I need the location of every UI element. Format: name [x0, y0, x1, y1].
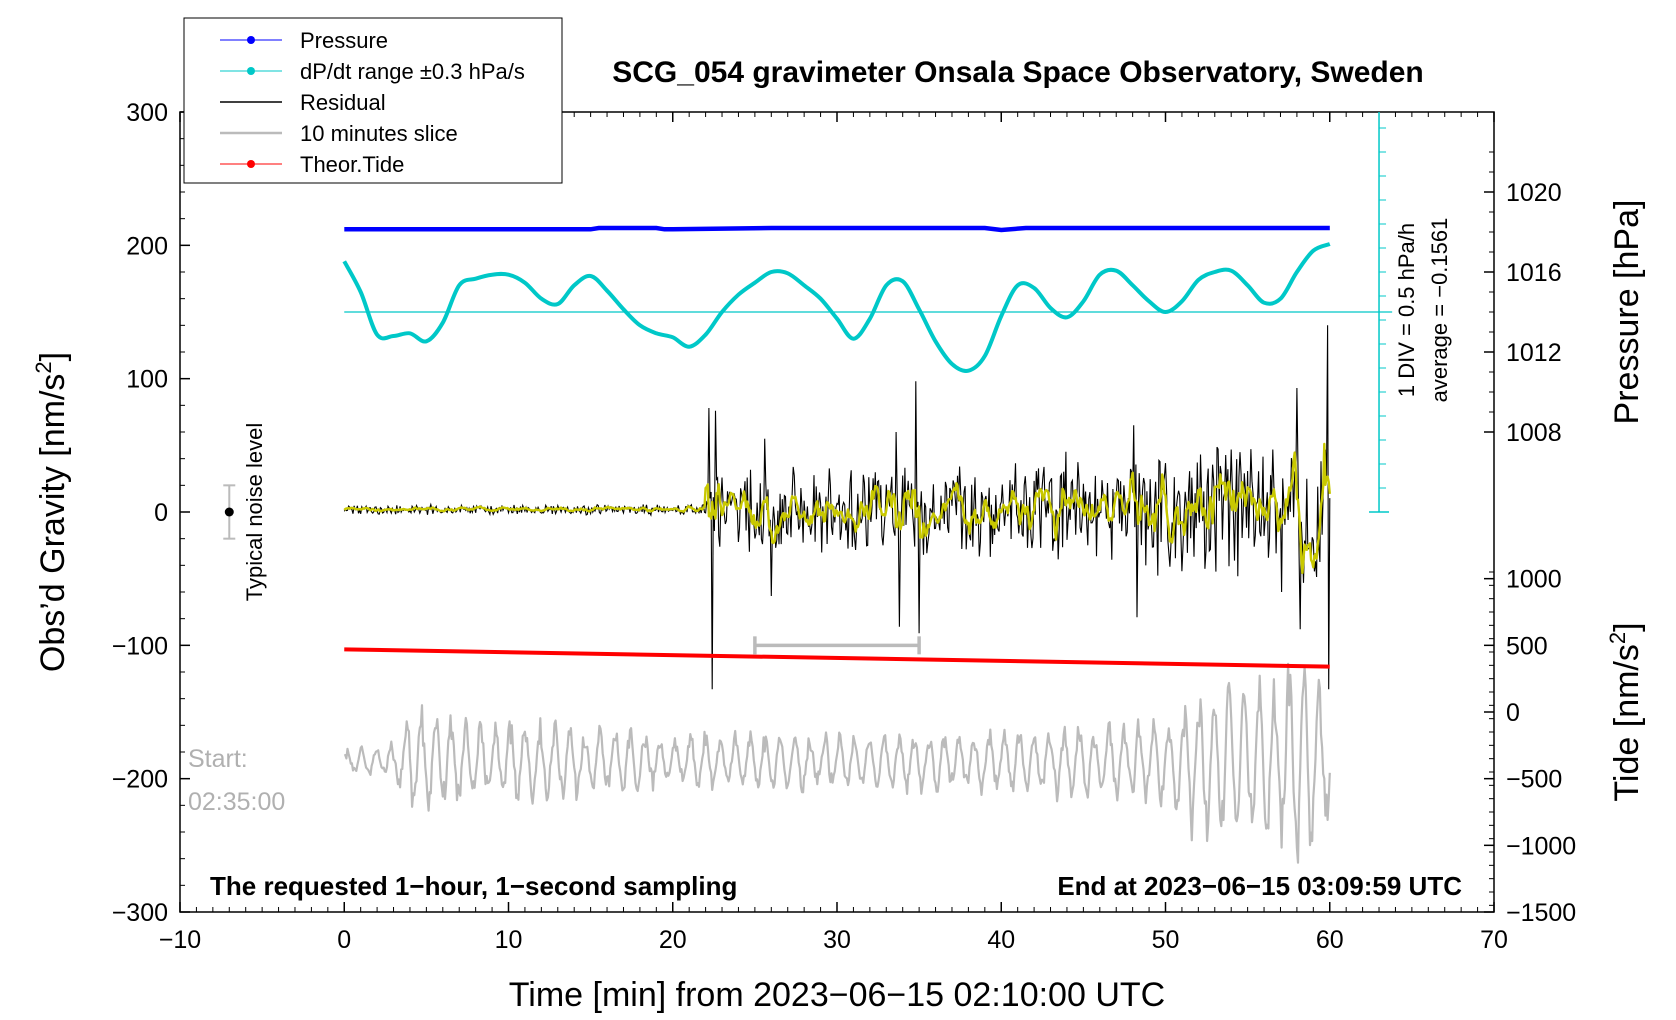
y-tick-label: −100 [112, 632, 168, 660]
residual-series [343, 325, 1331, 690]
ten-minute-slice-series [343, 662, 1331, 864]
y-axis-title-pressure: Pressure [hPa] [1608, 200, 1646, 425]
pressure-tick-label: 1016 [1506, 259, 1562, 287]
y-axis-title-tide-end: ] [1608, 622, 1646, 631]
theor-tide-series [344, 647, 1330, 669]
ten-minute-slice-layer [343, 662, 1331, 864]
y-tick-label: 0 [154, 499, 168, 527]
annotations-layer [223, 484, 921, 655]
dpdt-series [342, 242, 1331, 373]
note-end-time: End at 2023−06−15 03:09:59 UTC [1057, 871, 1462, 901]
x-tick-label: 50 [1152, 926, 1180, 954]
pressure-series [344, 225, 1330, 233]
y-axis-title-left-main: Obs’d Gravity [nm/s [34, 374, 72, 673]
x-tick-label: 30 [823, 926, 851, 954]
tide-tick-label: −1000 [1506, 832, 1576, 860]
x-tick-label: 70 [1480, 926, 1508, 954]
dpdt-average-label: average = −0.1561 [1427, 218, 1452, 403]
legend-item-pressure: Pressure [220, 28, 388, 53]
legend-item-slice: 10 minutes slice [220, 121, 458, 146]
dpdt-layer [342, 112, 1393, 513]
start-label: Start: [188, 745, 248, 773]
x-tick-label: 60 [1316, 926, 1344, 954]
pressure-tick-label: 1012 [1506, 339, 1562, 367]
start-time: 02:35:00 [188, 788, 285, 816]
x-tick-label: 40 [987, 926, 1015, 954]
y-tick-label: −200 [112, 766, 168, 794]
x-tick-label: 20 [659, 926, 687, 954]
y-axis-title-left-end: ] [34, 352, 72, 361]
x-tick-label: 10 [495, 926, 523, 954]
legend-item-dpdt: dP/dt range ±0.3 hPa/s [220, 59, 525, 84]
legend-label-dpdt: dP/dt range ±0.3 hPa/s [300, 59, 525, 84]
legend-label-slice: 10 minutes slice [300, 121, 458, 146]
legend: Pressure dP/dt range ±0.3 hPa/s Residual… [183, 17, 563, 184]
pressure-tick-label: 1008 [1506, 419, 1562, 447]
x-axis-title: Time [min] from 2023−06−15 02:10:00 UTC [509, 976, 1165, 1014]
y-tick-label: 300 [126, 99, 168, 127]
legend-item-residual: Residual [220, 90, 386, 115]
dpdt-scale-label: 1 DIV = 0.5 hPa/h [1394, 223, 1419, 397]
y-axis-title-tide: Tide [nm/s2] [1605, 622, 1646, 801]
noise-level-label: Typical noise level [242, 423, 267, 602]
tide-tick-label: 500 [1506, 632, 1548, 660]
y-axis-title-left: Obs’d Gravity [nm/s2] [31, 352, 72, 672]
legend-item-tide: Theor.Tide [220, 152, 404, 177]
y-tick-label: 200 [126, 232, 168, 260]
theor-tide-layer [344, 647, 1330, 669]
legend-marker-dpdt [247, 67, 255, 75]
y-tick-label: −300 [112, 899, 168, 927]
residual-layer [343, 325, 1331, 690]
pressure-tick-label: 1020 [1506, 179, 1562, 207]
legend-label-pressure: Pressure [300, 28, 388, 53]
x-tick-label: −10 [159, 926, 201, 954]
y-axis-title-tide-sup: 2 [1605, 632, 1630, 644]
legend-marker-pressure [247, 36, 255, 44]
tide-tick-label: −1500 [1506, 899, 1576, 927]
pressure-layer [344, 225, 1330, 233]
legend-label-residual: Residual [300, 90, 386, 115]
tide-tick-label: 1000 [1506, 566, 1562, 594]
legend-box [183, 17, 563, 184]
chart-title: SCG_054 gravimeter Onsala Space Observat… [612, 56, 1424, 89]
note-requested-sampling: The requested 1−hour, 1−second sampling [210, 871, 737, 901]
noise-level-point [224, 507, 234, 517]
y-axis-title-left-sup: 2 [31, 361, 56, 373]
legend-marker-tide [247, 160, 255, 168]
tide-tick-label: −500 [1506, 766, 1562, 794]
legend-label-tide: Theor.Tide [300, 152, 404, 177]
y-axis-title-tide-main: Tide [nm/s [1608, 644, 1646, 801]
y-tick-label: 100 [126, 366, 168, 394]
smoothed-residual-series [343, 442, 1331, 575]
x-tick-label: 0 [337, 926, 351, 954]
tide-tick-label: 0 [1506, 699, 1520, 727]
axis-ticks: −10 0 10 20 30 40 50 60 703002001000−100−200−300… [112, 99, 1577, 954]
